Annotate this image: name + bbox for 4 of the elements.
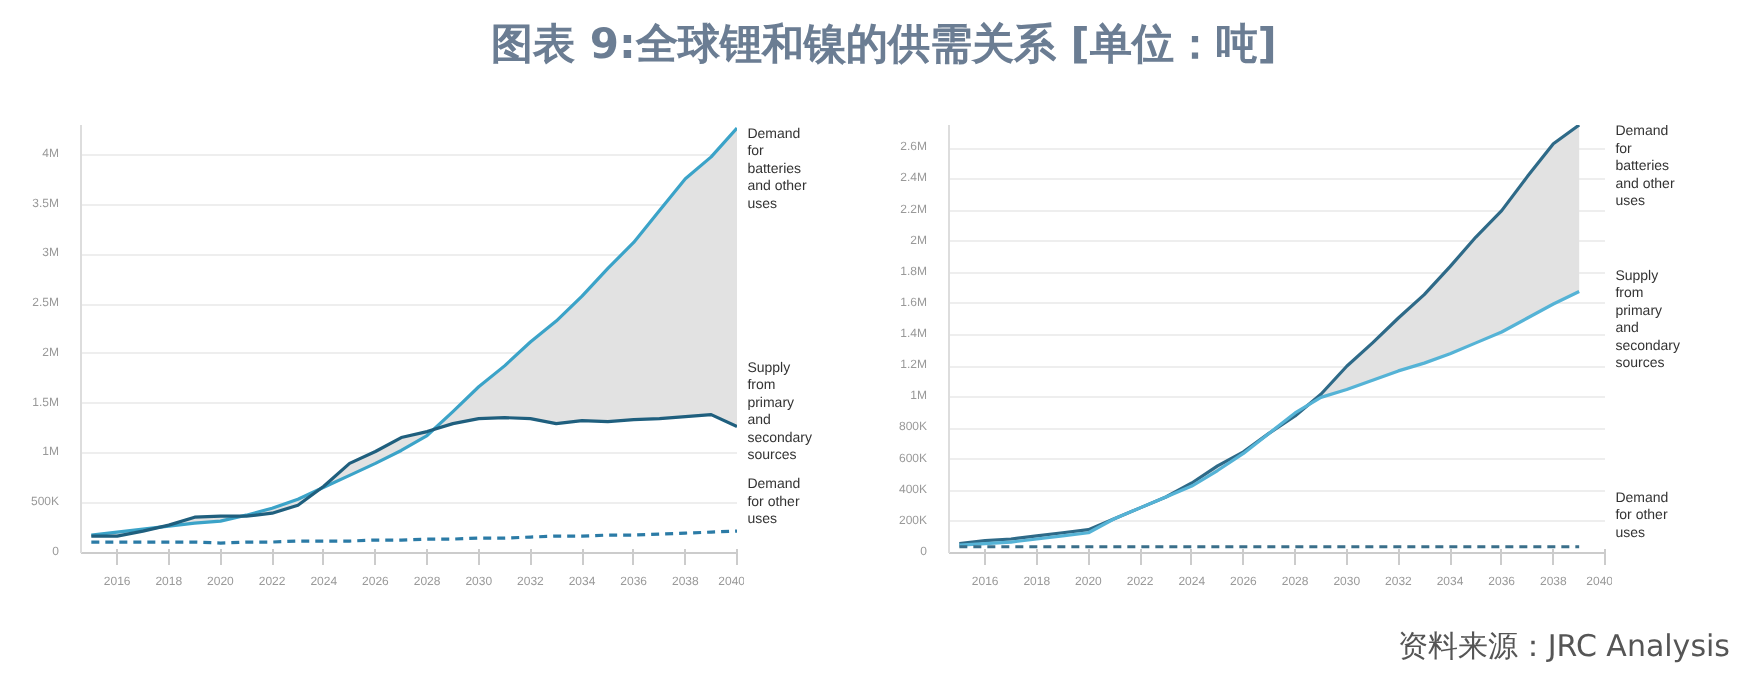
text: 资料来源：JRC Analysis: [1397, 626, 1730, 668]
line-series: [957, 289, 1581, 547]
text: 图表 9:全球锂和镍的供需关系 [单位：吨]: [491, 18, 1277, 72]
line-series: [89, 413, 737, 538]
